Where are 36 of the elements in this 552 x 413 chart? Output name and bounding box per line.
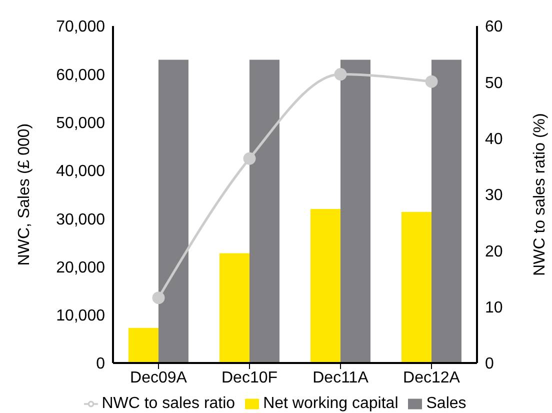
bar <box>128 328 158 363</box>
x-tick-label: Dec12A <box>403 369 460 386</box>
legend-label: Sales <box>426 395 466 412</box>
y2-tick-label: 10 <box>485 300 503 317</box>
bar <box>158 60 188 363</box>
point <box>425 75 438 88</box>
y2-tick-label: 40 <box>485 131 503 148</box>
bar <box>401 212 432 363</box>
bar <box>249 60 280 363</box>
point <box>334 68 347 81</box>
x-tick-label: Dec10F <box>221 369 278 386</box>
y2-tick-label: 30 <box>485 187 503 204</box>
y-tick-label: 70,000 <box>56 18 106 36</box>
y-tick-label: 30,000 <box>56 211 106 228</box>
y2-axis-title: NWC to sales ratio (%) <box>532 113 549 276</box>
legend-label: NWC to sales ratio <box>102 395 236 412</box>
y-tick-label: 40,000 <box>56 163 106 180</box>
y2-tick-label: 60 <box>485 18 503 36</box>
y-tick-label: 50,000 <box>56 114 106 132</box>
bar <box>431 60 462 363</box>
x-tick-label: Dec09A <box>130 369 188 386</box>
y-tick-label: 20,000 <box>56 259 106 276</box>
bar <box>340 60 370 363</box>
point <box>243 152 256 165</box>
y-axis-title: NWC, Sales (£ 000) <box>16 123 34 266</box>
y2-tick-label: 20 <box>485 243 503 260</box>
y-tick-label: 0 <box>96 356 106 373</box>
point <box>152 292 165 304</box>
y2-tick-label: 50 <box>485 74 503 92</box>
bar <box>310 208 340 363</box>
x-tick-label: Dec11A <box>312 369 369 386</box>
y-tick-label: 60,000 <box>56 66 106 84</box>
legend-label: Net working capital <box>263 395 398 412</box>
y-tick-label: 10,000 <box>56 308 106 325</box>
y2-tick-label: 0 <box>485 356 494 373</box>
bar <box>219 253 250 363</box>
